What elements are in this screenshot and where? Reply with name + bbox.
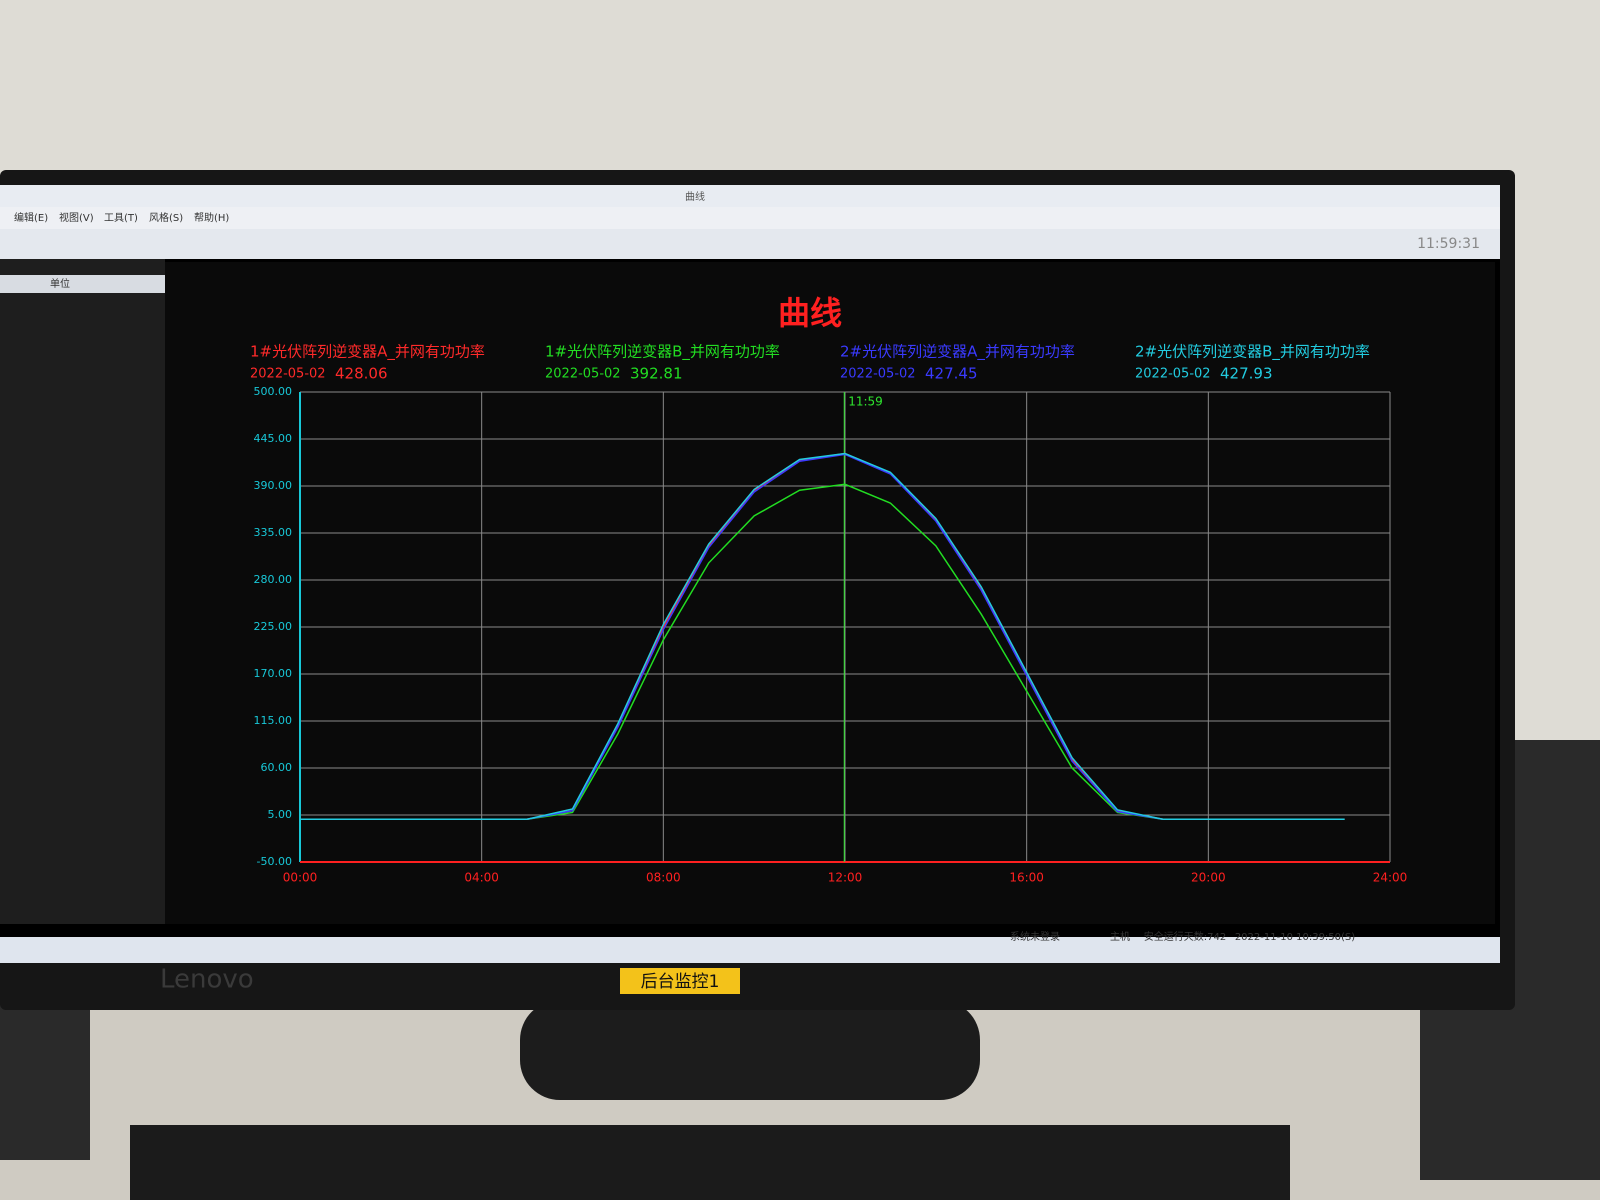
brand: Lenovo xyxy=(160,965,254,995)
monitor-stand xyxy=(520,1000,980,1100)
legend-value: 392.81 xyxy=(630,365,683,383)
y-tick-label: 225.00 xyxy=(254,620,293,633)
status-datetime: 2022-11-10 10:39:50(S) xyxy=(1235,932,1355,943)
menu-bar xyxy=(0,207,1500,229)
menu-item[interactable]: 编辑(E) xyxy=(14,211,48,224)
legend-name[interactable]: 1#光伏阵列逆变器B_并网有功功率 xyxy=(545,343,780,362)
legend-date: 2022-05-02 xyxy=(250,367,326,382)
menu-item[interactable]: 风格(S) xyxy=(149,211,183,224)
series-line xyxy=(300,452,1345,821)
y-tick-label: 5.00 xyxy=(268,808,293,821)
menu-item[interactable]: 视图(V) xyxy=(59,211,94,224)
y-tick-label: 445.00 xyxy=(254,432,293,445)
status-host: 主机 xyxy=(1110,930,1130,943)
window-title: 曲线 xyxy=(685,190,705,203)
y-tick-label: 60.00 xyxy=(261,761,293,774)
menu-item[interactable]: 工具(T) xyxy=(104,212,138,224)
panel-header: 单位 xyxy=(50,277,70,290)
status-bar xyxy=(0,937,1500,963)
x-tick-label: 08:00 xyxy=(646,871,681,885)
chart-area xyxy=(165,262,1495,924)
chart-title: 曲线 xyxy=(778,294,842,332)
x-tick-label: 16:00 xyxy=(1009,871,1044,885)
status-login: 系统未登录 xyxy=(1010,930,1060,943)
y-tick-label: 500.00 xyxy=(254,385,293,398)
keyboard xyxy=(130,1125,1290,1200)
title-bar xyxy=(0,185,1500,207)
legend-name[interactable]: 2#光伏阵列逆变器A_并网有功功率 xyxy=(840,343,1075,362)
cursor-label: 11:59 xyxy=(848,395,883,409)
x-tick-label: 24:00 xyxy=(1373,871,1408,885)
y-tick-label: 170.00 xyxy=(254,667,293,680)
clock: 11:59:31 xyxy=(1417,236,1480,252)
sticker: 后台监控1 xyxy=(641,972,720,992)
menu-item[interactable]: 帮助(H) xyxy=(194,211,229,224)
legend-date: 2022-05-02 xyxy=(1135,367,1211,382)
legend-date: 2022-05-02 xyxy=(840,367,916,382)
legend-date: 2022-05-02 xyxy=(545,367,621,382)
x-tick-label: 12:00 xyxy=(828,871,863,885)
legend-value: 427.93 xyxy=(1220,365,1273,383)
y-tick-label: 115.00 xyxy=(254,714,293,727)
side-panel xyxy=(0,259,165,924)
legend-name[interactable]: 1#光伏阵列逆变器A_并网有功功率 xyxy=(250,343,485,362)
legend-value: 428.06 xyxy=(335,365,388,383)
sticker-bg xyxy=(620,968,740,994)
legend-name[interactable]: 2#光伏阵列逆变器B_并网有功功率 xyxy=(1135,343,1370,362)
y-tick-label: 335.00 xyxy=(254,526,293,539)
status-days: 安全运行天数:742 xyxy=(1144,930,1226,943)
x-tick-label: 04:00 xyxy=(464,871,499,885)
x-tick-label: 20:00 xyxy=(1191,871,1226,885)
toolbar xyxy=(0,229,1500,259)
x-tick-label: 00:00 xyxy=(283,871,318,885)
y-tick-label: 390.00 xyxy=(254,479,293,492)
y-tick-label: 280.00 xyxy=(254,573,293,586)
panel-header-bg xyxy=(0,275,165,293)
y-tick-label: -50.00 xyxy=(257,855,292,868)
legend-value: 427.45 xyxy=(925,365,978,383)
